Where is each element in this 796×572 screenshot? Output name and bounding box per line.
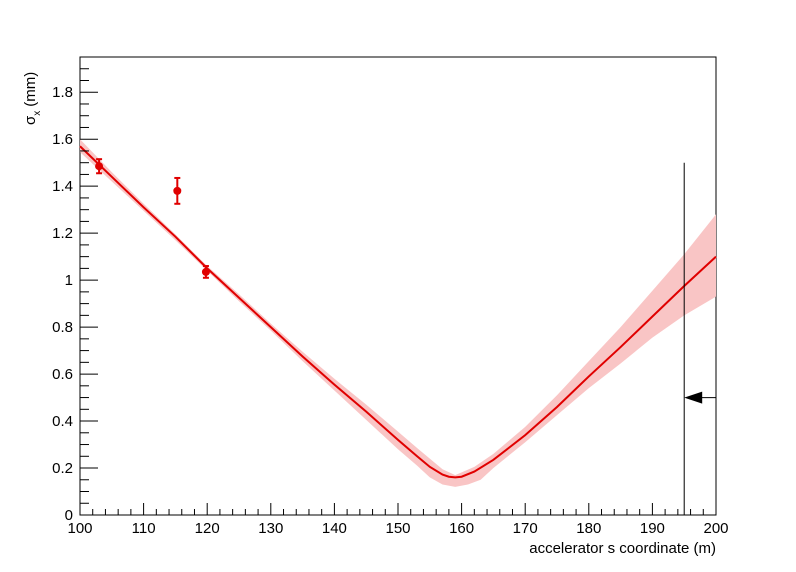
y-tick-label: 1.2 <box>52 225 73 242</box>
x-tick-label: 150 <box>385 520 410 537</box>
fit-uncertainty-band <box>80 139 716 487</box>
x-tick-label: 180 <box>576 520 601 537</box>
y-tick-label: 1.6 <box>52 131 73 148</box>
x-tick-label: 110 <box>132 520 156 537</box>
data-point <box>201 267 210 276</box>
x-tick-label: 120 <box>195 520 220 537</box>
y-tick-label: 1.8 <box>52 84 73 101</box>
arrow-head <box>684 391 703 404</box>
y-tick-label: 1.4 <box>52 178 73 195</box>
data-point <box>173 186 182 195</box>
x-tick-label: 140 <box>322 520 347 537</box>
y-tick-label: 0 <box>65 507 73 524</box>
measurement-point-1 <box>95 158 104 175</box>
x-axis-title: accelerator s coordinate (m) <box>529 540 716 557</box>
x-tick-label: 160 <box>449 520 474 537</box>
y-axis-symbol: σ <box>22 115 39 125</box>
fit-curve <box>79 145 717 479</box>
y-axis-subscript: x <box>32 111 43 116</box>
x-tick-label: 200 <box>703 520 728 537</box>
y-axis-title: σx (mm) <box>22 72 43 125</box>
y-axis-unit: (mm) <box>22 72 39 107</box>
x-tick-label: 170 <box>513 520 538 537</box>
x-tick-label: 100 <box>67 520 92 537</box>
x-tick-label: 190 <box>640 520 665 537</box>
data-point <box>95 162 104 171</box>
x-tick-label: 130 <box>258 520 283 537</box>
y-tick-label: 0.6 <box>52 366 73 383</box>
y-tick-label: 1 <box>65 272 73 289</box>
measurement-point-2 <box>173 176 182 205</box>
y-tick-label: 0.4 <box>52 413 73 430</box>
y-tick-label: 0.2 <box>52 460 73 477</box>
y-tick-label: 0.8 <box>52 319 73 336</box>
measurement-point-3 <box>201 265 210 279</box>
